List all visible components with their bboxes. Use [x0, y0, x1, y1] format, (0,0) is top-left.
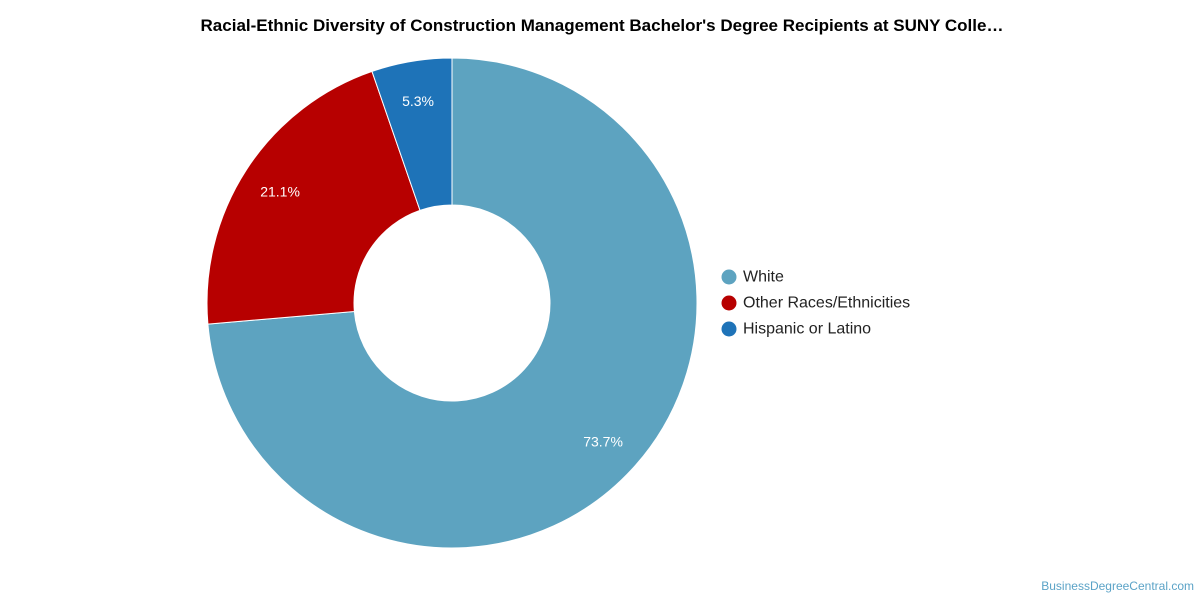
legend-swatch — [721, 269, 737, 285]
slice-hispanic-or-latino — [371, 57, 453, 212]
slice-label-white: 73.7% — [583, 434, 623, 450]
legend-label: Other Races/Ethnicities — [743, 295, 910, 312]
watermark: BusinessDegreeCentral.com — [1041, 579, 1194, 593]
legend: White Other Races/Ethnicities Hispanic or … — [721, 269, 910, 338]
slice-white — [207, 57, 698, 549]
slice-label-other-races-ethnicities: 21.1% — [260, 183, 300, 199]
legend-item-white: White — [721, 269, 784, 286]
chart-title: Racial-Ethnic Diversity of Construction … — [200, 16, 1004, 35]
legend-label: Hispanic or Latino — [743, 321, 871, 338]
legend-swatch — [721, 321, 737, 337]
slice-other-races-ethnicities — [206, 70, 421, 325]
legend-item-other-races-ethnicities: Other Races/Ethnicities — [721, 295, 910, 312]
legend-label: White — [743, 269, 784, 286]
legend-swatch — [721, 295, 737, 311]
legend-item-hispanic-or-latino: Hispanic or Latino — [721, 321, 871, 338]
slice-labels: 73.7% 21.1% 5.3% — [260, 93, 623, 450]
slice-label-hispanic-or-latino: 5.3% — [402, 93, 434, 109]
slices — [206, 57, 698, 549]
